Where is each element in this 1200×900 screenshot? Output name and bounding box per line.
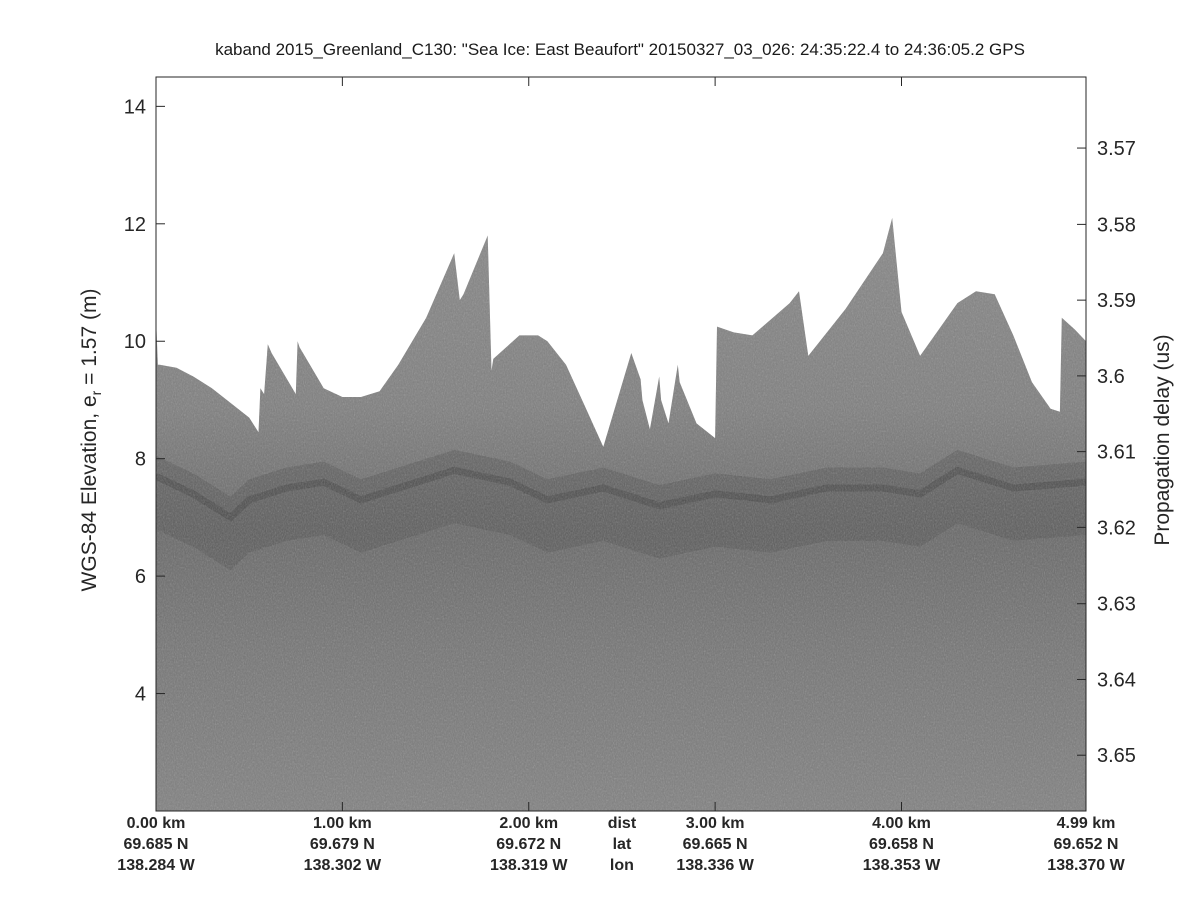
radar-echo-region: [156, 217, 1086, 811]
left-y-tick-label: 6: [135, 566, 146, 588]
x-axis-dist-label: 3.00 km: [686, 815, 745, 832]
x-axis-lon-label: lon: [610, 857, 634, 874]
right-y-tick-label: 3.57: [1097, 138, 1136, 160]
left-y-tick-label: 10: [124, 331, 146, 353]
right-y-tick-label: 3.65: [1097, 745, 1136, 767]
right-y-tick-label: 3.6: [1097, 366, 1125, 388]
x-axis-dist-label: 4.00 km: [872, 815, 931, 832]
x-axis-lat-label: 69.685 N: [124, 836, 189, 853]
right-y-tick-label: 3.63: [1097, 594, 1136, 616]
right-y-tick-label: 3.58: [1097, 214, 1136, 236]
right-y-tick-label: 3.59: [1097, 290, 1136, 312]
right-y-tick-label: 3.62: [1097, 517, 1136, 539]
left-y-tick-label: 8: [135, 449, 146, 471]
x-axis-lon-label: 138.353 W: [863, 857, 941, 874]
x-axis-lon-label: 138.302 W: [304, 857, 382, 874]
x-axis-lon-label: 138.336 W: [676, 857, 754, 874]
left-y-tick-label: 4: [135, 684, 146, 706]
chart-title: kaband 2015_Greenland_C130: "Sea Ice: Ea…: [215, 40, 1025, 59]
x-axis-lat-label: lat: [613, 836, 632, 853]
right-y-tick-label: 3.64: [1097, 669, 1136, 691]
x-axis-lon-label: 138.284 W: [117, 857, 195, 874]
x-axis-dist-label: 2.00 km: [499, 815, 558, 832]
x-axis-lat-label: 69.672 N: [496, 836, 561, 853]
x-axis-lat-label: 69.679 N: [310, 836, 375, 853]
x-axis-dist-label: 1.00 km: [313, 815, 372, 832]
left-y-tick-label: 12: [124, 214, 146, 236]
x-axis-dist-label: 0.00 km: [127, 815, 186, 832]
x-axis-lon-label: 138.319 W: [490, 857, 568, 874]
left-y-tick-label: 14: [124, 96, 146, 118]
right-y-tick-label: 3.61: [1097, 442, 1136, 464]
plot-axes-frame: [155, 76, 1087, 812]
x-axis-lat-label: 69.658 N: [869, 836, 934, 853]
x-axis-dist-label: dist: [608, 815, 637, 832]
x-axis-dist-label: 4.99 km: [1057, 815, 1116, 832]
x-axis-lat-label: 69.652 N: [1054, 836, 1119, 853]
x-axis-lat-label: 69.665 N: [683, 836, 748, 853]
x-axis-lon-label: 138.370 W: [1047, 857, 1125, 874]
